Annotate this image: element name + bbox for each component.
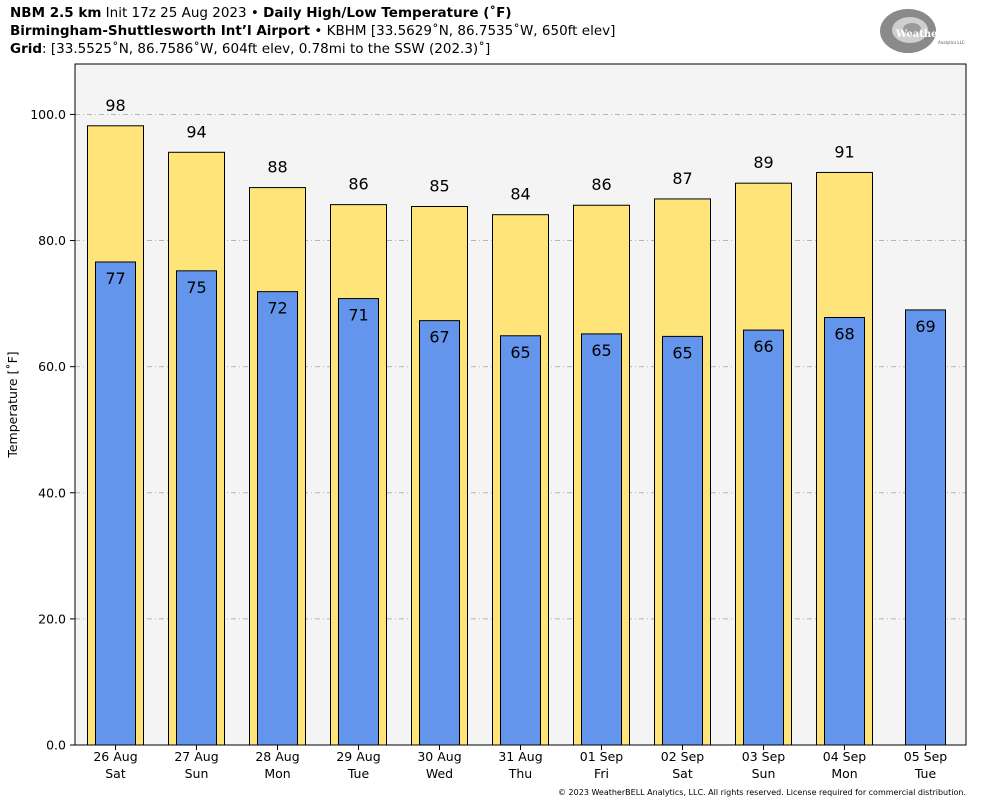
x-tick-label-date: 02 Sep [661, 749, 705, 764]
low-temp-label: 68 [834, 324, 854, 343]
grid-line: Grid: [33.5525˚N, 86.7586˚W, 604ft elev,… [10, 41, 490, 58]
x-tick-label-day: Tue [347, 766, 370, 781]
x-tick-label-day: Thu [508, 766, 532, 781]
x-tick-label-date: 26 Aug [93, 749, 137, 764]
low-temp-bar [743, 329, 784, 746]
station-line: Birmingham-Shuttlesworth Int’l Airport •… [10, 23, 615, 40]
high-temp-label: 86 [591, 175, 611, 194]
grid-info: : [33.5525˚N, 86.7586˚W, 604ft elev, 0.7… [42, 41, 491, 57]
x-tick-label-day: Mon [264, 766, 290, 781]
low-temp-bar [257, 291, 298, 746]
x-tick-label-day: Sun [752, 766, 776, 781]
high-temp-label: 86 [348, 175, 368, 194]
weatherbell-logo: WeatherBELL Analytics LLC [880, 9, 970, 53]
station-info: • KBHM [33.5629˚N, 86.7535˚W, 650ft elev… [310, 23, 616, 39]
product-title: Daily High/Low Temperature (˚F) [263, 5, 512, 21]
high-temp-label: 98 [105, 96, 125, 115]
model-name: NBM 2.5 km [10, 5, 102, 21]
low-temp-label: 71 [348, 306, 368, 325]
low-temp-label: 65 [591, 341, 611, 360]
y-tick-label: 60.0 [38, 359, 66, 374]
x-tick-label-date: 30 Aug [417, 749, 461, 764]
y-tick-label: 20.0 [38, 611, 66, 626]
x-tick-label-day: Wed [426, 766, 453, 781]
x-tick-label-date: 27 Aug [174, 749, 218, 764]
logo-subtext: Analytics LLC [938, 40, 965, 45]
low-temp-bar [905, 309, 946, 746]
low-temp-bar [824, 316, 865, 746]
x-tick-label-date: 28 Aug [255, 749, 299, 764]
y-tick-label: 80.0 [38, 233, 66, 248]
x-tick-label-date: 31 Aug [498, 749, 542, 764]
low-temp-label: 67 [429, 328, 449, 347]
grid-label: Grid [10, 41, 43, 57]
x-tick-label-date: 01 Sep [580, 749, 624, 764]
logo-swirl-core [903, 23, 921, 35]
high-temp-label: 88 [267, 158, 287, 177]
high-temp-label: 94 [186, 122, 206, 141]
x-tick-label-date: 05 Sep [904, 749, 948, 764]
low-temp-label: 65 [510, 343, 530, 362]
x-tick-label-day: Fri [594, 766, 609, 781]
y-tick-label: 40.0 [38, 485, 66, 500]
copyright-notice: © 2023 WeatherBELL Analytics, LLC. All r… [558, 788, 966, 797]
low-temp-bar [176, 270, 217, 746]
x-tick-label-date: 03 Sep [742, 749, 786, 764]
y-tick-label: 0.0 [46, 738, 66, 753]
x-tick-label-date: 04 Sep [823, 749, 867, 764]
low-temp-label: 66 [753, 337, 773, 356]
x-tick-label-day: Sat [105, 766, 126, 781]
high-temp-label: 85 [429, 177, 449, 196]
high-temp-label: 91 [834, 142, 854, 161]
x-tick-label-date: 29 Aug [336, 749, 380, 764]
low-temp-label: 75 [186, 278, 206, 297]
init-time: Init 17z 25 Aug 2023 • [101, 5, 264, 21]
high-temp-label: 87 [672, 169, 692, 188]
low-temp-label: 72 [267, 299, 287, 318]
low-temp-bar [500, 335, 541, 746]
chart-title-line: NBM 2.5 km Init 17z 25 Aug 2023 • Daily … [10, 5, 512, 22]
y-tick-label: 100.0 [30, 107, 66, 122]
low-temp-bar [338, 298, 379, 746]
low-temp-bar [662, 335, 703, 746]
y-axis-label: Temperature [˚F] [5, 351, 20, 458]
x-tick-label-day: Mon [831, 766, 857, 781]
high-temp-label: 89 [753, 153, 773, 172]
x-tick-label-day: Tue [914, 766, 937, 781]
low-temp-label: 77 [105, 269, 125, 288]
low-temp-bar [419, 320, 460, 746]
high-temp-label: 84 [510, 185, 530, 204]
low-temp-label: 69 [915, 317, 935, 336]
station-name: Birmingham-Shuttlesworth Int’l Airport [10, 23, 311, 39]
low-temp-bar [95, 261, 136, 746]
low-temp-bar [581, 333, 622, 746]
low-temp-label: 65 [672, 343, 692, 362]
logo-text: WeatherBELL [895, 29, 970, 40]
x-tick-label-day: Sat [672, 766, 693, 781]
plot-frame [74, 63, 967, 746]
x-tick-label-day: Sun [185, 766, 209, 781]
